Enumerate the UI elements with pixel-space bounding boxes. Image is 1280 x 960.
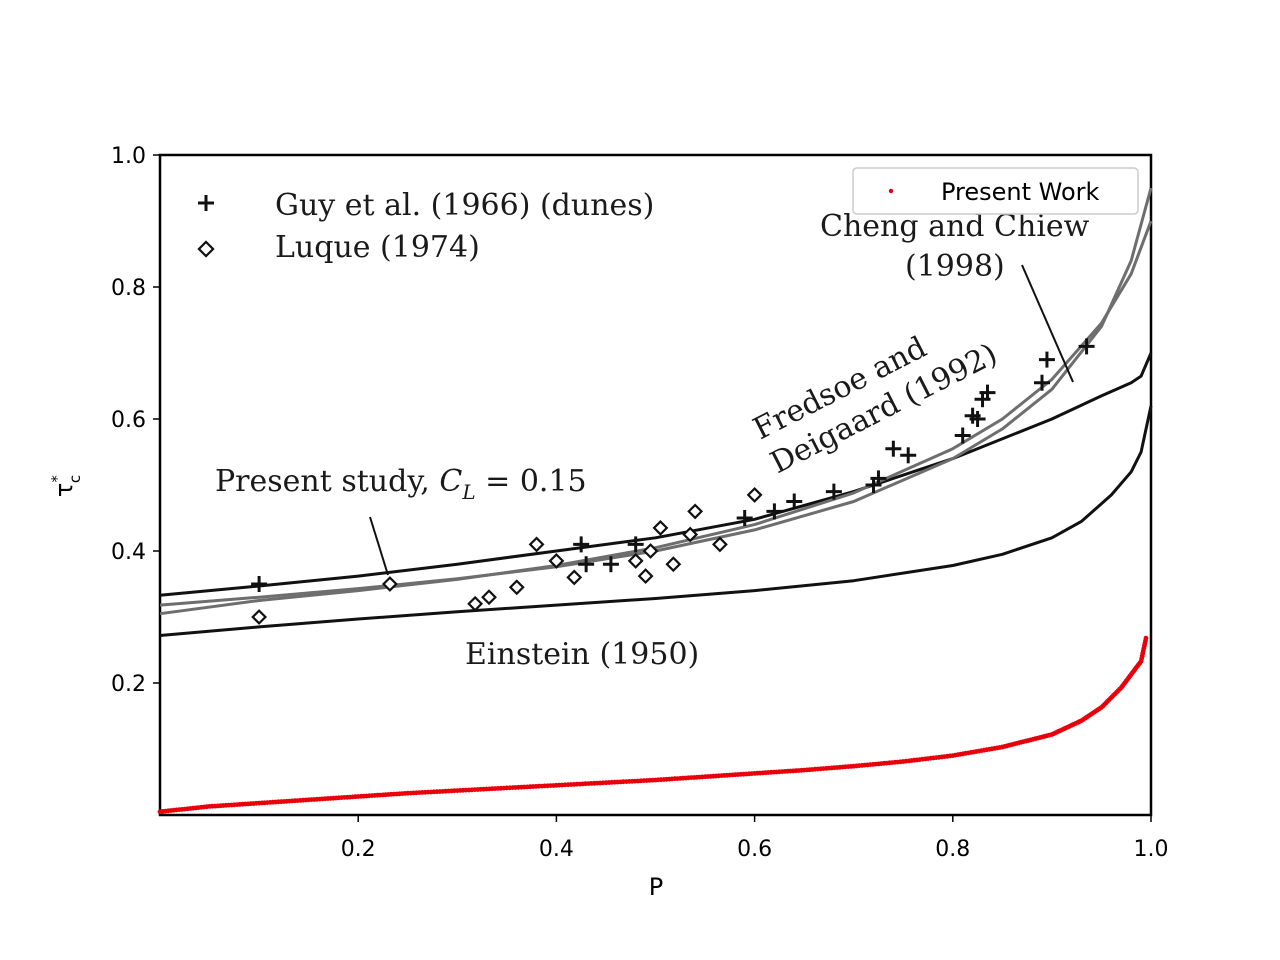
marker-guy-et-al-1966-dunes [979,384,996,401]
legend-marker-present-work [888,188,894,194]
marker-luque-1974 [746,486,763,503]
marker-guy-et-al-1966-dunes [969,411,986,427]
legend-label-present-work: Present Work [941,178,1100,206]
marker-guy-et-al-1966-dunes [1078,338,1095,355]
y-axis-label: τ*c [48,475,84,497]
marker-guy-et-al-1966-dunes [825,483,842,500]
annotation-present-study-pointer [369,516,389,576]
present-work-points [157,635,1149,815]
x-axis: 0.2 0.4 0.6 0.8 1.0 [341,815,1169,862]
point-present-work [1143,635,1149,641]
marker-luque-1974 [665,556,682,573]
curve-einstein-1950 [159,405,1153,637]
x-tick-label: 0.2 [341,837,376,862]
x-tick-label: 0.6 [737,837,772,862]
marker-guy-et-al-1966-dunes [1033,374,1050,391]
embedded-legend-luque: Luque (1974) [275,230,480,265]
annotation-cheng-line2: (1998) [905,249,1005,284]
marker-luque-1974 [652,519,669,536]
y-tick-label: 0.8 [111,276,146,301]
marker-guy-et-al-1966-dunes [736,510,753,526]
curve-fredsoe-and-deigaard-1992 [159,220,1153,616]
marker-guy-et-al-1966-dunes [954,427,971,444]
marker-luque-1974 [467,595,484,612]
marker-luque-1974 [687,503,704,520]
marker-guy-et-al-1966-dunes [627,536,644,553]
x-tick-label: 1.0 [1134,837,1169,862]
embedded-legend: Guy et al. (1966) (dunes) Luque (1974) [197,188,654,265]
y-tick-label: 0.6 [111,408,146,433]
x-tick-label: 0.8 [935,837,970,862]
marker-luque-1974 [682,526,699,543]
annotation-einstein: Einstein (1950) [465,637,699,672]
marker-luque-1974 [566,569,583,586]
curve-present-study-cl-0-15 [159,352,1153,597]
y-tick-label: 1.0 [111,144,146,169]
y-tick-label: 0.2 [111,672,146,697]
marker-luque-1974 [711,536,728,553]
marker-luque-1974 [548,552,565,569]
marker-guy-et-al-1966-dunes [900,447,917,464]
marker-luque-1974 [528,536,545,553]
marker-guy-et-al-1966-dunes [885,440,902,457]
marker-guy-et-al-1966-dunes [1038,351,1055,368]
marker-guy-et-al-1966-dunes [602,556,619,573]
marker-luque-1974 [508,579,525,596]
curves-layer [159,187,1153,637]
marker-guy-et-al-1966-dunes [251,576,268,592]
x-axis-label: P [649,873,663,901]
annotation-cheng-line1: Cheng and Chiew [820,209,1090,244]
y-tick-label: 0.4 [111,540,146,565]
embedded-legend-guy: Guy et al. (1966) (dunes) [275,188,654,223]
x-tick-label: 0.4 [539,837,574,862]
marker-guy-et-al-1966-dunes [766,503,783,520]
plot-area [158,153,1153,817]
y-axis: 0.2 0.4 0.6 0.8 1.0 [111,144,160,697]
marker-luque-1974 [381,576,398,592]
legend: Present Work [852,167,1139,215]
marker-guy-et-al-1966-dunes [573,536,590,553]
marker-guy-et-al-1966-dunes [870,470,887,487]
marker-luque-1974 [251,609,268,625]
marker-luque-1974 [642,543,659,559]
marker-luque-1974 [627,552,644,569]
embedded-legend-diamond-marker [197,240,215,258]
markers-layer [251,338,1095,625]
embedded-legend-plus-marker [198,195,214,211]
marker-luque-1974 [481,589,497,606]
annotation-cheng-pointer [1021,264,1074,383]
annotation-present-study: Present study, CL = 0.15 [215,464,587,504]
legend-box [852,167,1139,215]
marker-guy-et-al-1966-dunes [578,556,595,573]
curve-cheng-and-chiew-1998 [159,187,1153,607]
marker-luque-1974 [637,568,654,584]
marker-guy-et-al-1966-dunes [786,493,803,510]
